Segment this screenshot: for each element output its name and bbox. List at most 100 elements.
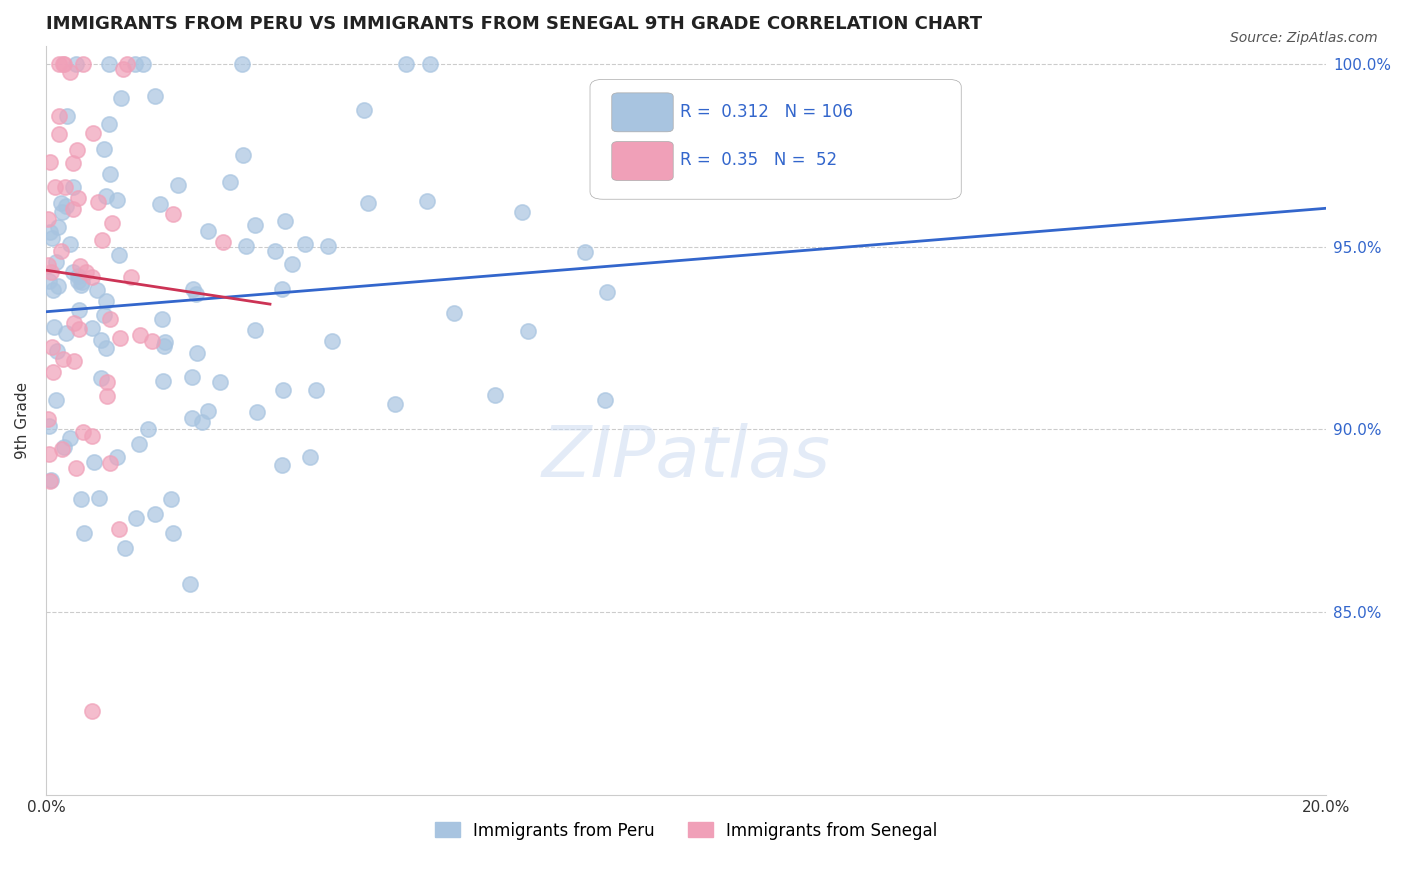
Immigrants from Senegal: [37, 258, 59, 272]
Immigrants from Senegal: [108, 331, 131, 345]
Immigrants from Peru: [96, 341, 118, 355]
FancyBboxPatch shape: [612, 142, 673, 180]
Immigrants from Senegal: [67, 191, 90, 205]
Immigrants from Senegal: [39, 265, 62, 279]
Immigrants from Senegal: [98, 456, 121, 470]
Immigrants from Senegal: [59, 65, 82, 79]
Text: IMMIGRANTS FROM PERU VS IMMIGRANTS FROM SENEGAL 9TH GRADE CORRELATION CHART: IMMIGRANTS FROM PERU VS IMMIGRANTS FROM …: [46, 15, 983, 33]
Immigrants from Peru: [181, 369, 204, 384]
Immigrants from Peru: [728, 168, 751, 182]
Immigrants from Peru: [59, 237, 82, 252]
Immigrants from Senegal: [96, 389, 118, 403]
Immigrants from Peru: [150, 311, 173, 326]
Immigrants from Peru: [321, 334, 343, 348]
Immigrants from Peru: [62, 179, 84, 194]
Immigrants from Peru: [299, 450, 322, 465]
Immigrants from Peru: [197, 224, 219, 238]
Immigrants from Peru: [48, 278, 70, 293]
Immigrants from Peru: [70, 278, 93, 293]
Immigrants from Peru: [70, 492, 93, 507]
Immigrants from Senegal: [115, 57, 138, 71]
Immigrants from Peru: [416, 194, 439, 208]
Immigrants from Peru: [153, 339, 176, 353]
Immigrants from Peru: [166, 178, 188, 192]
Immigrants from Peru: [39, 473, 62, 487]
Immigrants from Senegal: [82, 704, 104, 718]
Immigrants from Peru: [45, 255, 67, 269]
Immigrants from Peru: [93, 308, 115, 322]
Immigrants from Peru: [67, 302, 90, 317]
Immigrants from Peru: [484, 387, 506, 401]
Immigrants from Senegal: [67, 321, 90, 335]
Immigrants from Senegal: [80, 270, 103, 285]
Immigrants from Peru: [270, 282, 292, 296]
Immigrants from Peru: [108, 248, 131, 262]
Immigrants from Peru: [136, 422, 159, 436]
Immigrants from Peru: [38, 419, 60, 434]
Immigrants from Peru: [55, 326, 77, 340]
Immigrants from Senegal: [38, 447, 60, 461]
Immigrants from Peru: [97, 57, 120, 71]
Legend: Immigrants from Peru, Immigrants from Senegal: Immigrants from Peru, Immigrants from Se…: [427, 815, 943, 847]
Immigrants from Peru: [53, 440, 76, 454]
Immigrants from Senegal: [63, 353, 86, 368]
Immigrants from Peru: [219, 175, 242, 189]
Immigrants from Peru: [593, 392, 616, 407]
Immigrants from Peru: [231, 57, 253, 71]
Immigrants from Senegal: [38, 474, 60, 488]
Immigrants from Peru: [114, 541, 136, 555]
Immigrants from Peru: [186, 345, 208, 359]
Immigrants from Peru: [191, 415, 214, 429]
Immigrants from Peru: [181, 282, 204, 296]
Immigrants from Senegal: [120, 269, 142, 284]
Immigrants from Senegal: [38, 155, 60, 169]
Immigrants from Peru: [110, 90, 132, 104]
Immigrants from Peru: [38, 274, 60, 288]
Immigrants from Peru: [46, 219, 69, 234]
Immigrants from Senegal: [108, 522, 131, 536]
Immigrants from Peru: [90, 333, 112, 347]
Immigrants from Peru: [152, 374, 174, 388]
Immigrants from Senegal: [42, 365, 65, 379]
Immigrants from Peru: [149, 196, 172, 211]
Immigrants from Senegal: [128, 328, 150, 343]
Immigrants from Peru: [86, 283, 108, 297]
Immigrants from Senegal: [141, 334, 163, 349]
Immigrants from Senegal: [48, 109, 70, 123]
Immigrants from Peru: [56, 109, 79, 123]
Immigrants from Peru: [271, 383, 294, 397]
Immigrants from Peru: [294, 236, 316, 251]
Immigrants from Peru: [357, 196, 380, 211]
Immigrants from Peru: [45, 343, 67, 358]
Immigrants from Senegal: [48, 127, 70, 141]
Immigrants from Senegal: [212, 235, 235, 249]
Immigrants from Peru: [55, 199, 77, 213]
Immigrants from Peru: [318, 239, 340, 253]
Immigrants from Peru: [153, 334, 176, 349]
Immigrants from Senegal: [52, 351, 75, 366]
Immigrants from Peru: [125, 511, 148, 525]
Immigrants from Peru: [180, 411, 202, 425]
Immigrants from Senegal: [72, 57, 94, 71]
Immigrants from Peru: [98, 167, 121, 181]
Immigrants from Peru: [45, 393, 67, 408]
Y-axis label: 9th Grade: 9th Grade: [15, 382, 30, 458]
Immigrants from Peru: [90, 371, 112, 385]
Immigrants from Peru: [39, 225, 62, 239]
Immigrants from Peru: [245, 323, 267, 337]
Immigrants from Peru: [83, 455, 105, 469]
Immigrants from Senegal: [87, 194, 110, 209]
Immigrants from Senegal: [37, 412, 59, 426]
Immigrants from Senegal: [53, 179, 76, 194]
Immigrants from Senegal: [51, 442, 73, 457]
Immigrants from Senegal: [72, 425, 94, 440]
Immigrants from Peru: [73, 525, 96, 540]
Immigrants from Senegal: [101, 216, 124, 230]
Immigrants from Peru: [59, 431, 82, 445]
Immigrants from Peru: [179, 577, 201, 591]
Immigrants from Peru: [160, 492, 183, 507]
Immigrants from Peru: [243, 218, 266, 232]
Immigrants from Senegal: [66, 143, 89, 157]
Immigrants from Senegal: [80, 429, 103, 443]
Text: R =  0.312   N = 106: R = 0.312 N = 106: [679, 103, 852, 120]
